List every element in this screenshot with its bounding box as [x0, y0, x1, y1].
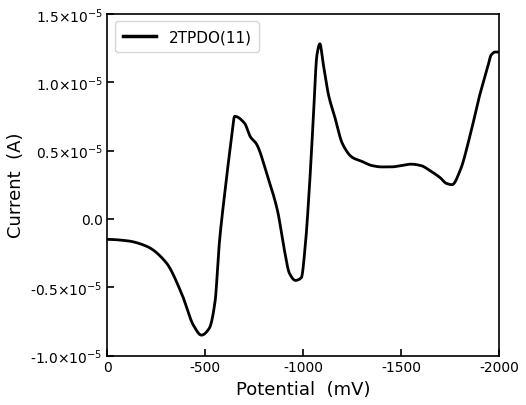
Legend: 2TPDO(11): 2TPDO(11) — [115, 22, 259, 53]
Y-axis label: Current  (A): Current (A) — [7, 132, 25, 238]
X-axis label: Potential  (mV): Potential (mV) — [236, 380, 370, 398]
